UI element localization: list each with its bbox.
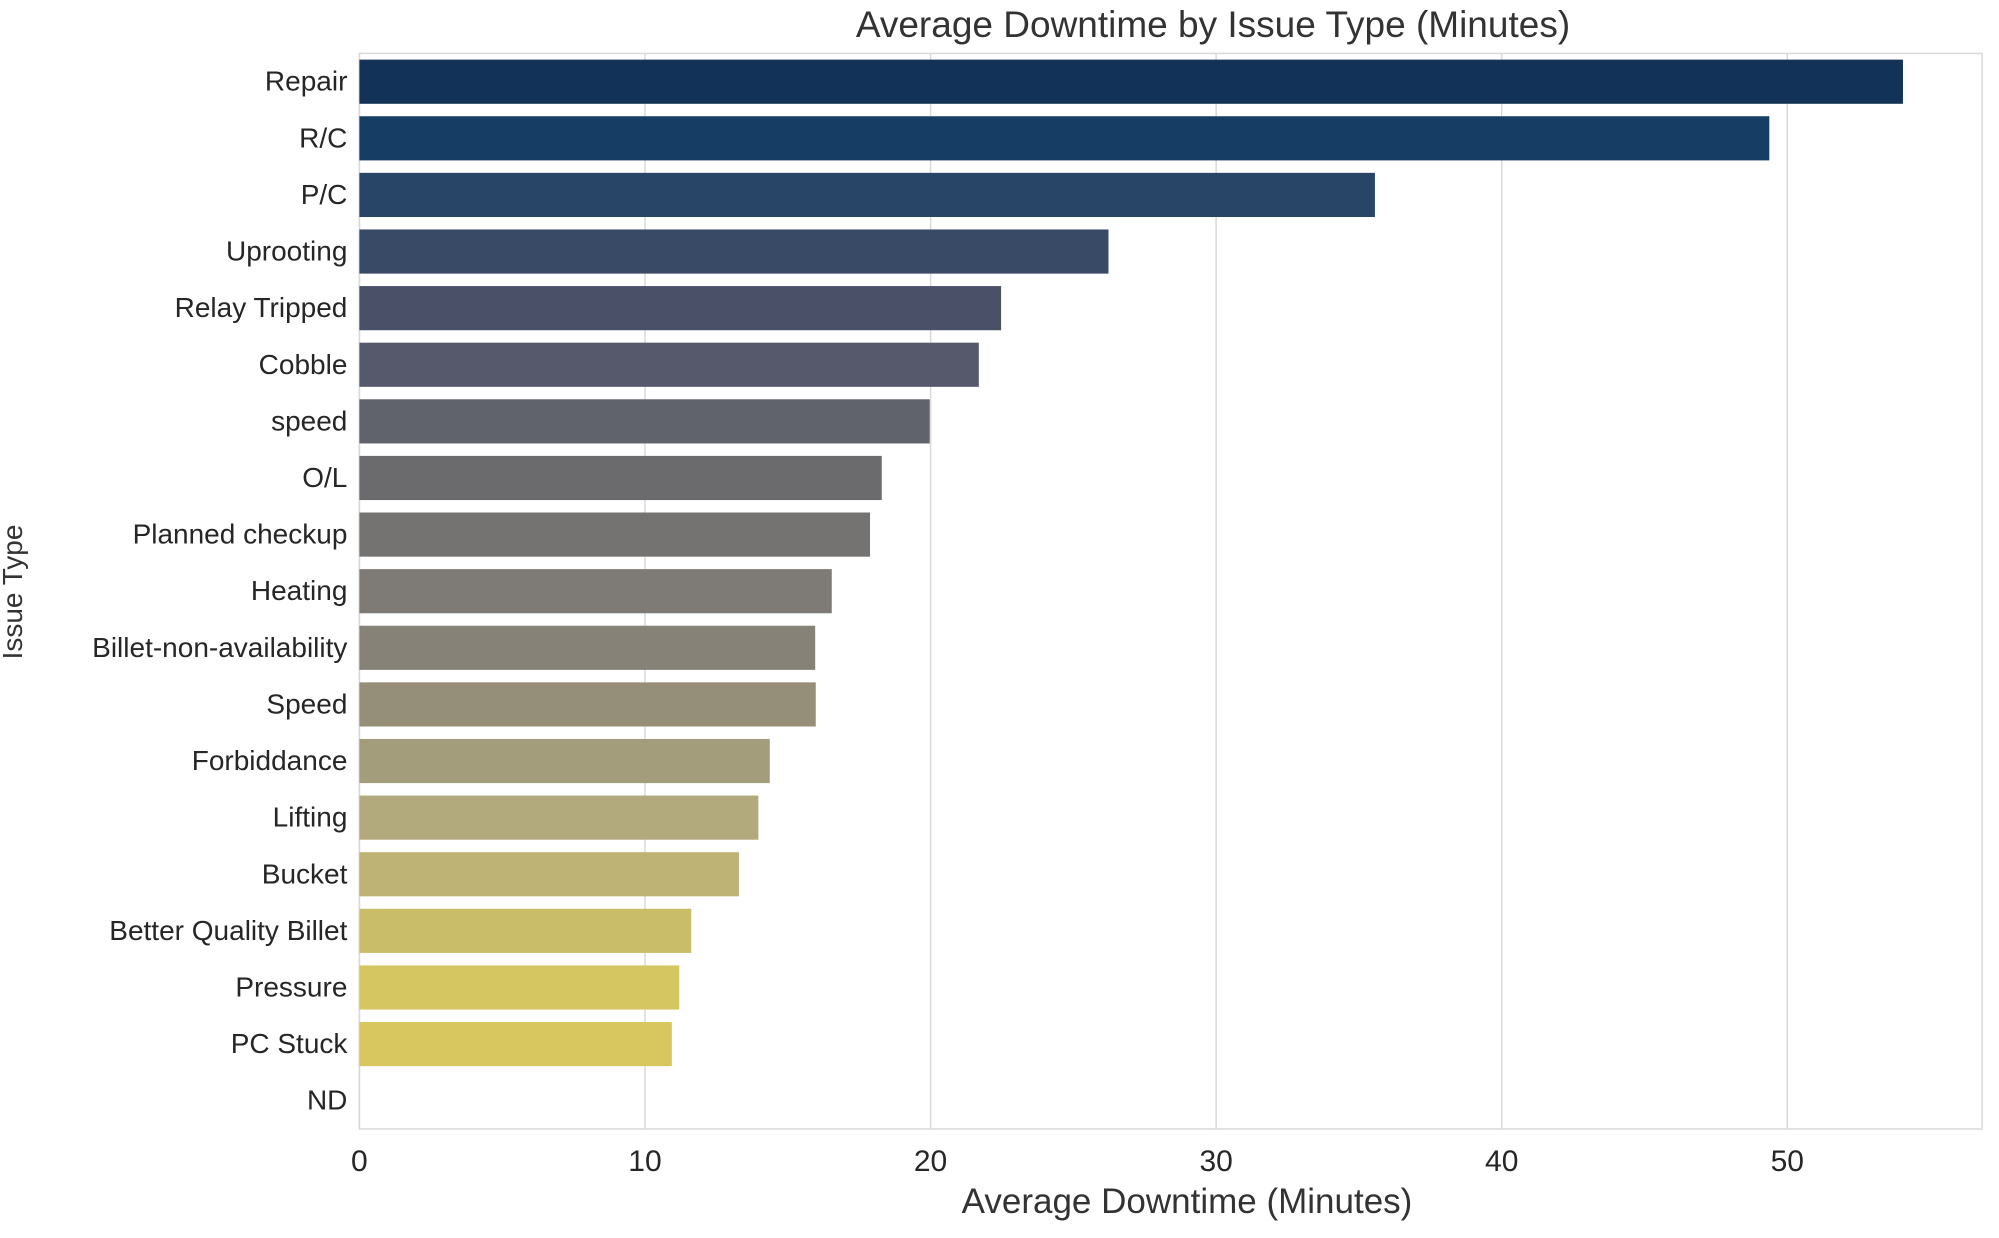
svg-text:Average Downtime by Issue Type: Average Downtime by Issue Type (Minutes)	[856, 4, 1570, 45]
svg-text:50: 50	[1771, 1145, 1804, 1178]
svg-text:0: 0	[351, 1145, 368, 1178]
svg-text:Issue Type: Issue Type	[0, 525, 28, 660]
svg-text:Bucket: Bucket	[262, 858, 348, 889]
svg-text:Pressure: Pressure	[235, 971, 347, 1002]
svg-text:10: 10	[628, 1145, 661, 1178]
svg-text:Planned checkup: Planned checkup	[133, 519, 348, 550]
svg-text:Heating: Heating	[251, 575, 348, 606]
svg-text:P/C: P/C	[301, 179, 348, 210]
svg-text:Average Downtime (Minutes): Average Downtime (Minutes)	[962, 1182, 1413, 1221]
svg-text:40: 40	[1485, 1145, 1518, 1178]
svg-text:Lifting: Lifting	[273, 802, 348, 833]
svg-text:R/C: R/C	[299, 122, 347, 153]
svg-text:Forbiddance: Forbiddance	[192, 745, 348, 776]
svg-text:ND: ND	[307, 1085, 347, 1116]
svg-text:Cobble: Cobble	[259, 349, 348, 380]
svg-text:speed: speed	[271, 405, 347, 436]
svg-text:20: 20	[914, 1145, 947, 1178]
svg-text:Relay Tripped: Relay Tripped	[175, 292, 348, 323]
svg-text:Better Quality Billet: Better Quality Billet	[109, 915, 347, 946]
svg-text:Speed: Speed	[266, 688, 347, 719]
svg-text:Repair: Repair	[265, 66, 347, 97]
svg-text:Billet-non-availability: Billet-non-availability	[92, 632, 347, 663]
svg-text:Uprooting: Uprooting	[226, 236, 347, 267]
svg-text:PC Stuck: PC Stuck	[231, 1028, 349, 1059]
svg-text:30: 30	[1199, 1145, 1232, 1178]
svg-text:O/L: O/L	[302, 462, 347, 493]
